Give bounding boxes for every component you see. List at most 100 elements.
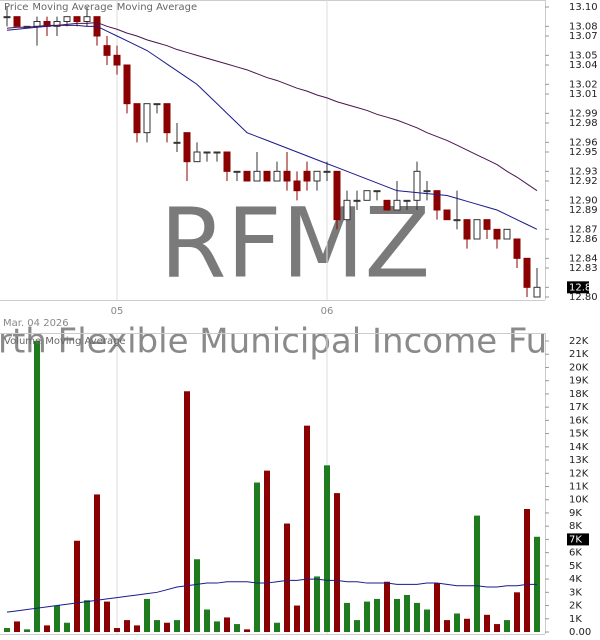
volume-bar [344, 602, 350, 632]
y-tick-label: 20K [569, 362, 589, 373]
y-tick-label: 13.02 [569, 79, 598, 90]
candle-body [143, 103, 151, 134]
volume-bar [494, 624, 500, 632]
volume-bar [244, 629, 250, 632]
volume-bar [54, 605, 60, 632]
y-tick-label: 3K [569, 587, 582, 598]
candle-body [243, 170, 251, 182]
volume-bar [124, 620, 130, 632]
volume-bar [444, 620, 450, 632]
candle-body [393, 199, 401, 211]
candle-body [483, 219, 491, 230]
volume-bar [134, 625, 140, 632]
candle-body [113, 54, 121, 66]
volume-bar [484, 614, 490, 632]
current-marker [567, 281, 589, 294]
x-tick-label: 06 [321, 306, 334, 317]
volume-bar [354, 620, 360, 632]
volume-bar [404, 594, 410, 632]
candle-body [213, 151, 221, 154]
volume-bar [274, 622, 280, 632]
y-tick-label: 12.89 [569, 205, 598, 216]
volume-bar [284, 523, 290, 632]
candle-body [443, 209, 451, 221]
legend-entry: Moving Average [45, 336, 125, 347]
volume-bar [304, 425, 310, 632]
candle-body [33, 21, 41, 27]
legend-entry: Moving Average [32, 2, 112, 13]
y-tick-label: 13K [569, 455, 589, 466]
volume-bar [174, 620, 180, 632]
y-tick-label: 12.93 [569, 166, 598, 177]
candle-body [163, 103, 171, 134]
y-tick-label: 15K [569, 429, 589, 440]
candle-body [103, 45, 111, 56]
candle-body [383, 199, 391, 211]
y-tick-label: 13.07 [569, 31, 598, 42]
y-tick-label: 12.84 [569, 253, 598, 264]
candle-body [203, 151, 211, 154]
y-tick-label: 5K [569, 561, 582, 572]
candle-body [3, 16, 11, 19]
volume-bar [324, 465, 330, 632]
volume-bar [154, 620, 160, 632]
volume-bar [84, 600, 90, 632]
candle-body [13, 16, 21, 27]
moving-average [6, 24, 538, 230]
y-tick-label: 12.99 [569, 108, 598, 119]
candle-body [503, 228, 511, 240]
fund-name: rth Flexible Municipal Income Fu [0, 322, 547, 362]
y-tick-label: 0.00 [569, 627, 591, 638]
candle-body [303, 170, 311, 182]
candle-body [253, 170, 261, 182]
y-tick-label: 2K [569, 601, 582, 612]
y-tick-label: 1K [569, 614, 582, 625]
y-tick-label: 9K [569, 508, 582, 519]
x-tick-label: 05 [111, 306, 124, 317]
candle-body [323, 170, 331, 173]
y-tick-label: 12K [569, 468, 589, 479]
y-tick-label: 21K [569, 349, 589, 360]
y-tick-label: 12.86 [569, 234, 598, 245]
legend-entry: Moving Average [117, 2, 197, 13]
candle-body [413, 170, 421, 201]
volume-bar [224, 617, 230, 632]
volume-bar [384, 581, 390, 632]
candle-body [293, 180, 301, 192]
y-tick-label: 13.08 [569, 21, 598, 32]
y-tick-label: 12.87 [569, 224, 598, 235]
volume-bar [264, 470, 270, 632]
candle-body [173, 141, 181, 144]
volume-bar [254, 482, 260, 632]
candle-body [313, 170, 321, 182]
legend-entry: Volume [4, 336, 41, 347]
volume-bar [234, 624, 240, 632]
candle-body [123, 64, 131, 105]
y-tick-label: 7K [569, 534, 582, 545]
y-tick-label: 12.90 [569, 195, 598, 206]
volume-bar [14, 621, 20, 632]
candle-body [73, 16, 81, 22]
candle-body [283, 170, 291, 182]
candle-body [343, 199, 351, 221]
volume-bar [334, 493, 340, 632]
volume-bar [34, 341, 40, 632]
candle-body [423, 190, 431, 193]
candle-body [493, 228, 501, 240]
volume-bar [294, 605, 300, 632]
candle-body [63, 16, 71, 22]
candle-body [463, 219, 471, 240]
volume-bar [434, 583, 440, 632]
volume-bar [204, 609, 210, 632]
y-tick-label: 10K [569, 495, 589, 506]
candle-body [533, 286, 541, 298]
y-tick-label: 11K [569, 482, 589, 493]
volume-bar [394, 598, 400, 632]
volume-bar [164, 622, 170, 632]
y-tick-label: 13.05 [569, 50, 598, 61]
candle-body [273, 170, 281, 182]
current-marker [567, 533, 589, 546]
volume-bar [504, 620, 510, 632]
